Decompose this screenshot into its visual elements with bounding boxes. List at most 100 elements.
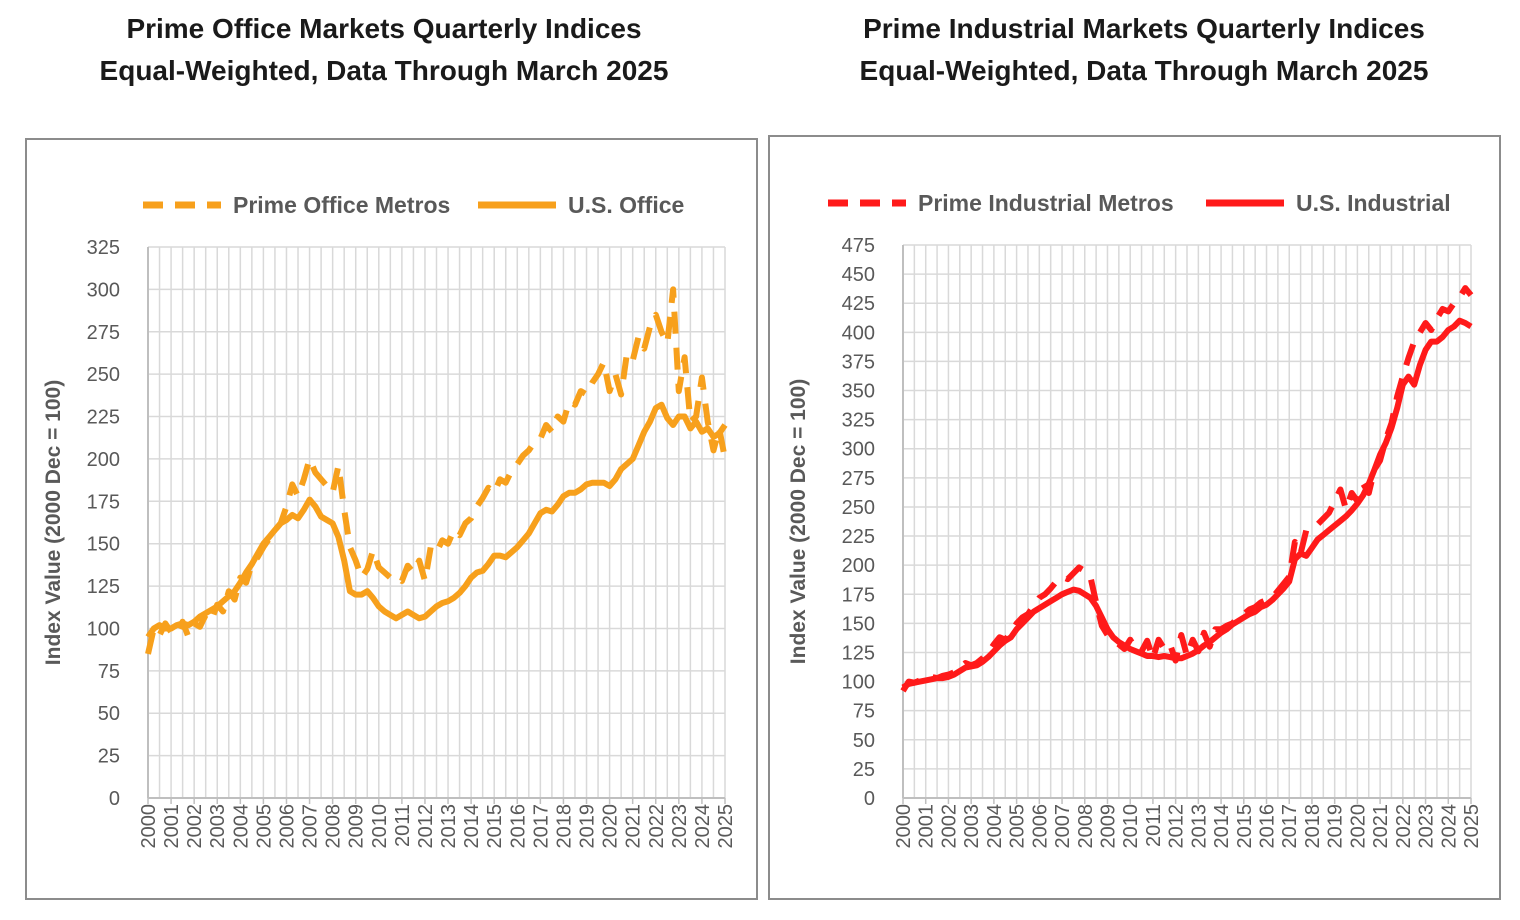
industrial-x-tick-label: 2000 [893,804,915,849]
industrial-x-tick-label: 2011 [1143,804,1165,847]
office-x-tick-label: 2019 [577,804,599,849]
industrial-x-tick-label: 2001 [916,804,938,849]
office-x-tick-label: 2002 [184,804,206,849]
industrial-y-tick-label: 125 [842,642,875,664]
office-x-tick-label: 2025 [715,804,737,849]
industrial-y-tick-label: 475 [842,235,875,257]
industrial-y-tick-label: 150 [842,613,875,635]
industrial-y-tick-label: 0 [864,788,875,810]
industrial-x-tick-label: 2025 [1461,804,1483,849]
industrial-chart-title-line1: Prime Industrial Markets Quarterly Indic… [863,13,1425,44]
industrial-x-tick-label: 2021 [1370,804,1392,849]
industrial-x-tick-label: 2016 [1257,804,1279,849]
industrial-x-tick-label: 2015 [1234,804,1256,849]
industrial-x-tick-label: 2007 [1052,804,1074,849]
industrial-x-tick-label: 2023 [1416,804,1438,849]
office-x-tick-label: 2020 [600,804,622,849]
office-x-tick-label: 2017 [530,804,552,849]
office-y-tick-label: 225 [87,407,120,429]
office-x-tick-label: 2023 [669,804,691,849]
industrial-chart-svg: 0 25 50 75 100 125 150 175 200 225 250 275 300 325 350… [787,190,1483,849]
industrial-series-us-line [901,317,1473,690]
office-legend-label-1: U.S. Office [568,192,684,218]
office-chart-title: Prime Office Markets Quarterly Indices E… [0,8,768,92]
industrial-y-tick-label: 450 [842,264,875,286]
office-chart-title-line2: Equal-Weighted, Data Through March 2025 [99,55,669,86]
industrial-y-axis-title: Index Value (2000 Dec = 100) [787,379,810,664]
industrial-legend-label-1: U.S. Industrial [1296,190,1451,216]
industrial-x-tick-label: 2002 [938,804,960,849]
industrial-chart-panel: 0 25 50 75 100 125 150 175 200 225 250 275 300 325 350… [768,135,1501,900]
office-legend-label-0: Prime Office Metros [233,192,450,218]
office-y-tick-label: 325 [87,237,120,259]
office-x-tick-label: 2016 [507,804,529,849]
industrial-x-tick-label: 2006 [1029,804,1051,849]
industrial-x-tick-label: 2012 [1166,804,1188,849]
industrial-x-tick-label: 2024 [1438,804,1460,849]
industrial-y-tick-label: 300 [842,439,875,461]
office-chart-svg: 0 25 50 75 100 125 150 175 200 225 250 275 300 325 200… [42,192,737,849]
office-y-tick-label: 200 [87,449,120,471]
industrial-y-tick-label: 425 [842,293,875,315]
industrial-x-tick-label: 2009 [1097,804,1119,849]
office-x-tick-label: 2024 [692,804,714,849]
industrial-y-tick-label: 325 [842,410,875,432]
office-x-tick-label: 2008 [323,804,345,849]
office-y-tick-label: 175 [87,491,120,513]
industrial-y-tick-label: 275 [842,468,875,490]
industrial-y-tick-label: 200 [842,555,875,577]
office-y-tick-label: 300 [87,279,120,301]
office-x-tick-label: 2010 [369,804,391,849]
office-chart-panel: 0 25 50 75 100 125 150 175 200 225 250 275 300 325 200… [25,138,758,900]
industrial-y-tick-label: 375 [842,351,875,373]
industrial-chart-title-line2: Equal-Weighted, Data Through March 2025 [859,55,1429,86]
industrial-y-tick-label: 100 [842,672,875,694]
industrial-chart-title: Prime Industrial Markets Quarterly Indic… [768,8,1520,92]
office-y-tick-label: 250 [87,364,120,386]
industrial-x-tick-label: 2022 [1393,804,1415,849]
office-x-tick-label: 2011 [392,804,414,847]
industrial-x-tick-label: 2013 [1188,804,1210,849]
industrial-x-tick-label: 2014 [1211,804,1233,849]
industrial-y-tick-label: 25 [853,759,875,781]
office-y-tick-label: 100 [87,618,120,640]
office-y-tick-label: 275 [87,322,120,344]
industrial-y-tick-label: 250 [842,497,875,519]
office-y-axis-title: Index Value (2000 Dec = 100) [42,380,65,665]
office-y-tick-label: 0 [109,788,120,810]
industrial-x-tick-label: 2003 [961,804,983,849]
office-x-tick-label: 2009 [346,804,368,849]
office-y-tick-label: 75 [98,661,120,683]
office-x-tick-label: 2000 [138,804,160,849]
industrial-y-tick-label: 350 [842,381,875,403]
office-x-tick-label: 2022 [646,804,668,849]
industrial-gridlines [902,244,1472,798]
industrial-x-tick-label: 2017 [1279,804,1301,849]
industrial-x-tick-label: 2005 [1007,804,1029,849]
office-series-us-line [145,401,728,639]
office-x-tick-label: 2013 [438,804,460,849]
industrial-y-tick-label: 225 [842,526,875,548]
industrial-y-tick-label: 50 [853,730,875,752]
industrial-x-tick-label: 2020 [1347,804,1369,849]
industrial-x-tick-label: 2018 [1302,804,1324,849]
office-x-tick-label: 2015 [484,804,506,849]
industrial-x-tick-label: 2008 [1075,804,1097,849]
industrial-x-tick-label: 2004 [984,804,1006,849]
industrial-y-tick-label: 400 [842,322,875,344]
office-gridlines [147,246,726,798]
office-x-tick-label: 2005 [253,804,275,849]
office-x-tick-label: 2021 [623,804,645,849]
office-y-tick-label: 25 [98,746,120,768]
industrial-x-tick-label: 2019 [1325,804,1347,849]
office-x-tick-label: 2014 [461,804,483,849]
office-x-tick-label: 2007 [300,804,322,849]
office-x-tick-label: 2003 [207,804,229,849]
office-x-tick-label: 2001 [161,804,183,849]
office-chart-title-line1: Prime Office Markets Quarterly Indices [126,13,642,44]
industrial-legend-label-0: Prime Industrial Metros [918,190,1174,216]
office-x-tick-label: 2012 [415,804,437,849]
office-x-tick-label: 2006 [276,804,298,849]
industrial-x-tick-label: 2010 [1120,804,1142,849]
office-y-tick-label: 125 [87,576,120,598]
